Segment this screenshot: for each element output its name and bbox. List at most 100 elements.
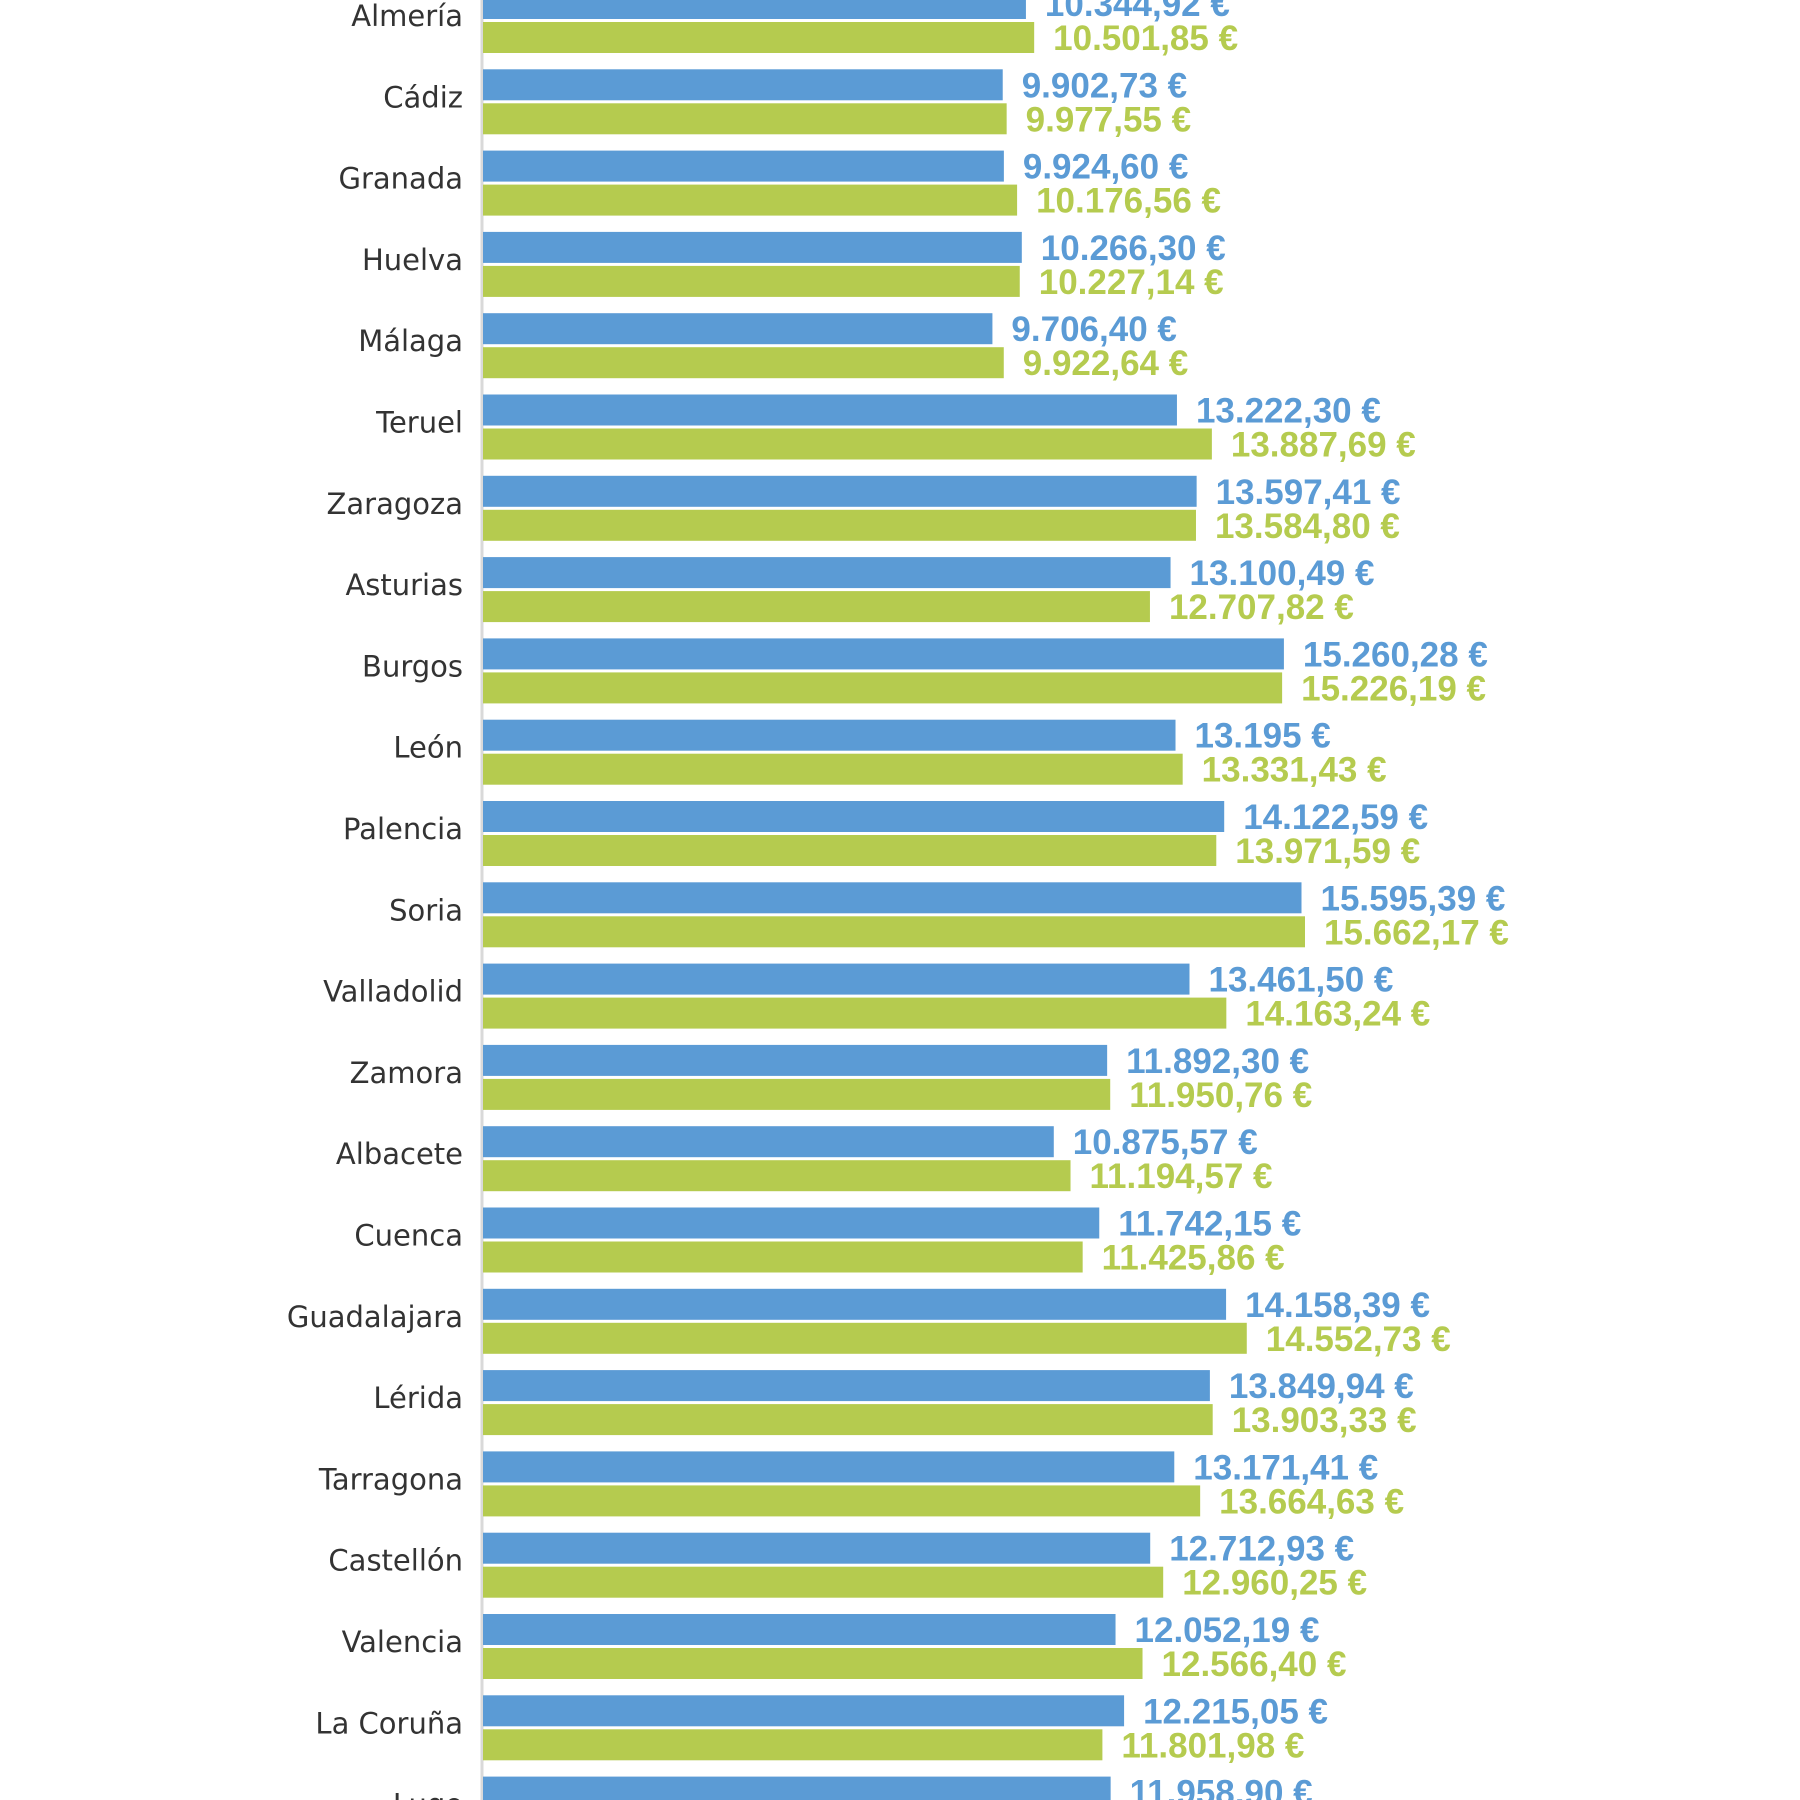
bar-series-1 bbox=[483, 1126, 1054, 1158]
category-label: Palencia bbox=[343, 812, 463, 846]
data-label-series-2: 12.566,40 € bbox=[1162, 1645, 1347, 1684]
bar-series-2 bbox=[483, 1078, 1111, 1110]
data-label-series-2: 13.331,43 € bbox=[1202, 751, 1387, 790]
category-label: Lugo bbox=[393, 1788, 463, 1800]
bar-series-1 bbox=[483, 1776, 1111, 1800]
data-label-series-1: 11.958,90 € bbox=[1130, 1774, 1313, 1800]
bar-series-1 bbox=[483, 1451, 1175, 1483]
category-label: Zaragoza bbox=[327, 487, 463, 521]
bar-series-1 bbox=[483, 231, 1022, 263]
bar-series-1 bbox=[483, 963, 1190, 995]
bar-series-1 bbox=[483, 475, 1197, 507]
data-label-series-2: 15.226,19 € bbox=[1301, 669, 1486, 708]
data-label-series-2: 13.887,69 € bbox=[1231, 426, 1416, 465]
data-label-series-1: 12.052,19 € bbox=[1135, 1611, 1320, 1650]
data-label-series-2: 10.176,56 € bbox=[1036, 182, 1221, 221]
data-label-series-2: 11.194,57 € bbox=[1090, 1157, 1273, 1196]
data-label-series-1: 13.597,41 € bbox=[1216, 473, 1401, 512]
category-label: Zamora bbox=[350, 1056, 463, 1090]
category-label: Soria bbox=[389, 893, 463, 927]
data-label-series-2: 13.903,33 € bbox=[1232, 1401, 1417, 1440]
bar-series-1 bbox=[483, 1207, 1100, 1239]
data-label-series-1: 9.902,73 € bbox=[1022, 66, 1187, 105]
category-label: Valencia bbox=[342, 1625, 463, 1659]
data-label-series-1: 13.195 € bbox=[1195, 717, 1331, 756]
data-label-series-1: 13.461,50 € bbox=[1209, 961, 1394, 1000]
bar-series-2 bbox=[483, 997, 1227, 1029]
data-label-series-2: 13.664,63 € bbox=[1219, 1482, 1404, 1521]
bar-series-1 bbox=[483, 1288, 1227, 1320]
bar-series-1 bbox=[483, 313, 993, 345]
bar-series-2 bbox=[483, 1160, 1071, 1192]
category-label: Guadalajara bbox=[287, 1300, 463, 1334]
bar-series-2 bbox=[483, 428, 1212, 460]
bar-series-2 bbox=[483, 835, 1217, 866]
data-label-series-1: 15.595,39 € bbox=[1320, 879, 1505, 918]
bar-series-2 bbox=[483, 1485, 1201, 1517]
data-label-series-1: 13.222,30 € bbox=[1196, 392, 1381, 431]
data-label-series-1: 13.849,94 € bbox=[1229, 1367, 1414, 1406]
bar-series-1 bbox=[483, 1695, 1125, 1727]
category-label: Huelva bbox=[362, 243, 463, 277]
bar-series-1 bbox=[483, 1044, 1108, 1076]
data-label-series-2: 12.707,82 € bbox=[1169, 588, 1354, 627]
data-label-series-1: 13.171,41 € bbox=[1193, 1448, 1378, 1487]
bar-series-1 bbox=[483, 719, 1176, 751]
category-label: Castellón bbox=[328, 1544, 463, 1578]
bar-series-1 bbox=[483, 557, 1171, 589]
category-label: Burgos bbox=[362, 649, 463, 683]
bar-series-2 bbox=[483, 1322, 1247, 1354]
data-label-series-1: 13.100,49 € bbox=[1190, 554, 1375, 593]
bar-series-2 bbox=[483, 1241, 1083, 1273]
category-label: Valladolid bbox=[323, 975, 463, 1009]
bar-series-2 bbox=[483, 1729, 1103, 1761]
category-label: Málaga bbox=[358, 324, 463, 358]
bar-series-1 bbox=[483, 150, 1004, 182]
bar-series-1 bbox=[483, 394, 1177, 426]
data-label-series-2: 15.662,17 € bbox=[1324, 913, 1509, 952]
bar-series-2 bbox=[483, 509, 1196, 541]
category-label: Asturias bbox=[345, 568, 463, 602]
category-label: Lérida bbox=[373, 1381, 463, 1415]
data-label-series-1: 11.742,15 € bbox=[1118, 1205, 1301, 1244]
category-label: Albacete bbox=[336, 1137, 463, 1171]
data-label-series-1: 12.712,93 € bbox=[1169, 1530, 1354, 1569]
bar-series-2 bbox=[483, 184, 1018, 216]
data-label-series-2: 14.163,24 € bbox=[1245, 995, 1430, 1034]
data-label-series-1: 9.706,40 € bbox=[1011, 310, 1176, 349]
data-label-series-1: 14.158,39 € bbox=[1245, 1286, 1430, 1325]
bar-series-1 bbox=[483, 1532, 1151, 1564]
bar-series-1 bbox=[483, 0, 1026, 19]
data-label-series-2: 11.425,86 € bbox=[1102, 1239, 1285, 1278]
data-label-series-2: 9.922,64 € bbox=[1023, 344, 1188, 383]
bar-series-2 bbox=[483, 1648, 1143, 1679]
bar-series-2 bbox=[483, 347, 1004, 379]
bar-series-2 bbox=[483, 916, 1305, 948]
bar-series-2 bbox=[483, 103, 1007, 135]
data-label-series-1: 10.875,57 € bbox=[1073, 1123, 1258, 1162]
bar-series-2 bbox=[483, 1404, 1213, 1436]
data-label-series-2: 9.977,55 € bbox=[1026, 100, 1191, 139]
data-label-series-2: 10.227,14 € bbox=[1039, 263, 1224, 302]
data-label-series-1: 12.215,05 € bbox=[1143, 1692, 1328, 1731]
data-label-series-2: 13.584,80 € bbox=[1215, 507, 1400, 546]
data-label-series-2: 10.501,85 € bbox=[1053, 19, 1238, 58]
category-label: La Coruña bbox=[315, 1706, 463, 1740]
bar-series-1 bbox=[483, 801, 1225, 832]
bar-series-2 bbox=[483, 22, 1035, 53]
data-label-series-1: 10.266,30 € bbox=[1041, 229, 1226, 268]
data-label-series-1: 15.260,28 € bbox=[1303, 635, 1488, 674]
bar-series-1 bbox=[483, 1370, 1210, 1402]
data-label-series-1: 14.122,59 € bbox=[1243, 798, 1428, 837]
data-label-series-2: 14.552,73 € bbox=[1266, 1320, 1451, 1359]
data-label-series-2: 12.960,25 € bbox=[1182, 1564, 1367, 1603]
category-label: Granada bbox=[339, 162, 464, 196]
bar-series-2 bbox=[483, 591, 1150, 623]
bar-series-2 bbox=[483, 1566, 1164, 1598]
data-label-series-1: 11.892,30 € bbox=[1126, 1042, 1309, 1081]
data-label-series-2: 13.971,59 € bbox=[1235, 832, 1420, 871]
category-label: Cuenca bbox=[354, 1219, 463, 1253]
data-label-series-1: 10.344,92 € bbox=[1045, 0, 1230, 24]
bar-series-1 bbox=[483, 638, 1284, 670]
